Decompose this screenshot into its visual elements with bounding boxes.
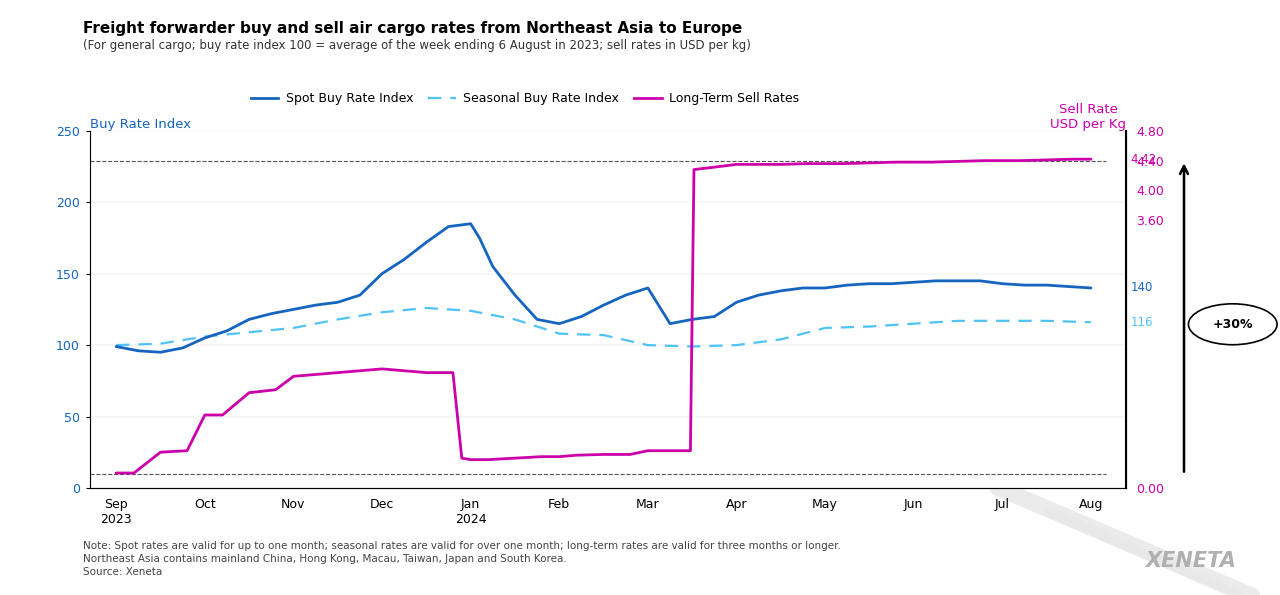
Text: (For general cargo; buy rate index 100 = average of the week ending 6 August in : (For general cargo; buy rate index 100 =…: [83, 39, 751, 52]
Text: 140: 140: [1130, 281, 1153, 295]
Ellipse shape: [1188, 304, 1277, 345]
Text: Note: Spot rates are valid for up to one month; seasonal rates are valid for ove: Note: Spot rates are valid for up to one…: [83, 541, 841, 577]
Text: 116: 116: [1130, 316, 1153, 329]
Legend: Spot Buy Rate Index, Seasonal Buy Rate Index, Long-Term Sell Rates: Spot Buy Rate Index, Seasonal Buy Rate I…: [246, 87, 804, 110]
Text: +30%: +30%: [1212, 318, 1253, 331]
Text: Freight forwarder buy and sell air cargo rates from Northeast Asia to Europe: Freight forwarder buy and sell air cargo…: [83, 21, 742, 36]
Text: Buy Rate Index: Buy Rate Index: [90, 118, 191, 131]
Text: Sell Rate
USD per Kg: Sell Rate USD per Kg: [1051, 103, 1126, 131]
Text: 4.42: 4.42: [1130, 153, 1157, 165]
Text: XENETA: XENETA: [1146, 551, 1235, 571]
